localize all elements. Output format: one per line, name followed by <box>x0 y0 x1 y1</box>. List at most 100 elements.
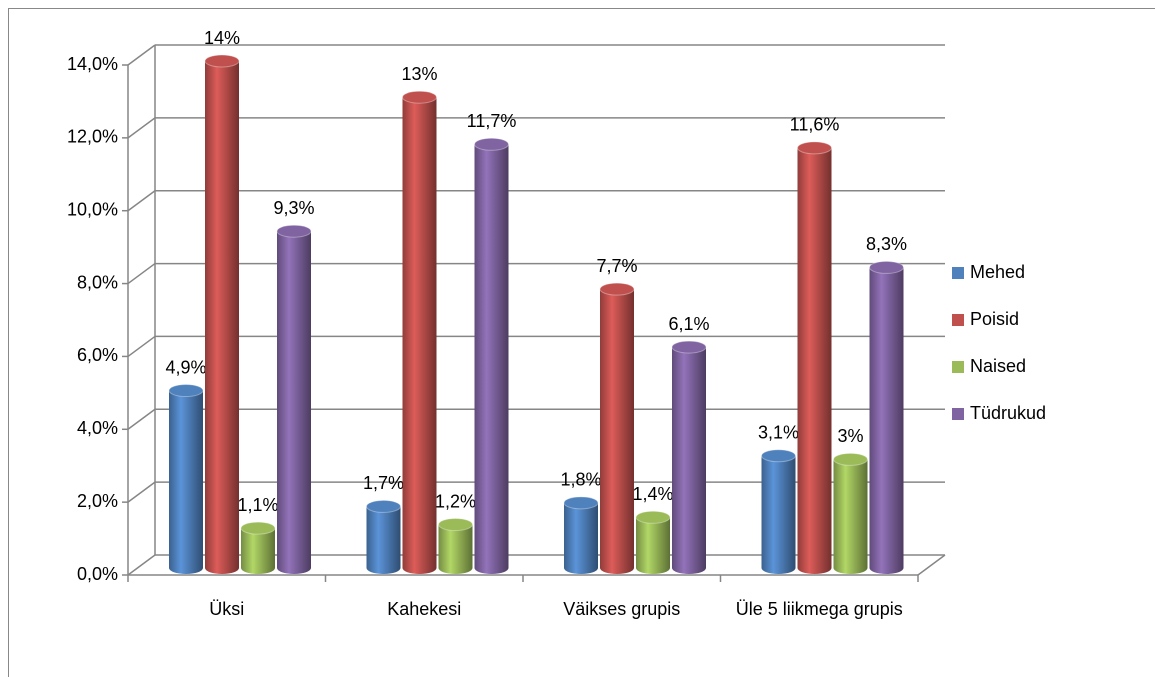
bar-bottom <box>438 562 473 574</box>
bar-top <box>599 282 635 296</box>
bar <box>761 449 796 574</box>
bar-top <box>204 54 240 68</box>
data-label: 11,6% <box>790 115 840 135</box>
bar-body <box>474 144 509 569</box>
bar-top <box>402 90 437 104</box>
y-tick-label: 8,0% <box>77 272 118 292</box>
bar-top <box>833 452 868 466</box>
bar-body <box>205 61 239 568</box>
data-label: 8,3% <box>866 234 907 254</box>
data-label: 11,7% <box>467 111 517 131</box>
bar-top <box>635 510 671 524</box>
bar-body <box>833 459 868 568</box>
bar-top <box>869 260 904 274</box>
bar <box>366 499 401 574</box>
bar-bottom <box>241 562 275 574</box>
y-tick-label: 12,0% <box>67 127 118 147</box>
bar-bottom <box>564 562 598 574</box>
x-tick-label: Väikses grupis <box>563 599 681 619</box>
legend-label: Tüdrukud <box>970 403 1046 423</box>
bar-top <box>761 449 796 463</box>
bar <box>438 518 473 574</box>
bar-top <box>474 137 509 151</box>
legend-label: Mehed <box>970 262 1025 282</box>
bar-top <box>671 340 707 354</box>
legend-swatch <box>952 361 964 373</box>
bar-body <box>169 390 203 568</box>
bar <box>563 496 599 574</box>
legend-swatch <box>952 408 964 420</box>
bar-top <box>168 384 204 398</box>
bar-top <box>797 141 832 155</box>
legend-label: Poisid <box>970 309 1019 329</box>
x-tick-label: Üle 5 liikmega grupis <box>735 599 903 619</box>
floor-side <box>917 554 946 576</box>
data-label: 9,3% <box>273 198 314 218</box>
bar-body <box>600 289 634 568</box>
data-label: 1,2% <box>435 491 476 511</box>
grid-diagonal <box>127 117 156 139</box>
bar-body <box>564 502 598 568</box>
bar-body <box>366 506 401 568</box>
y-tick-label: 10,0% <box>67 199 118 219</box>
bar-top <box>563 496 599 510</box>
bar-bottom <box>366 562 401 574</box>
bar-bottom <box>205 562 239 574</box>
data-label: 1,1% <box>237 495 278 515</box>
bar <box>671 340 707 574</box>
bar-top <box>276 224 312 238</box>
data-label: 3% <box>837 426 863 446</box>
bar-bottom <box>869 562 904 574</box>
x-tick-label: Üksi <box>209 599 245 619</box>
data-label: 6,1% <box>668 314 709 334</box>
bar <box>599 282 635 574</box>
y-tick-label: 14,0% <box>67 54 118 74</box>
y-tick-label: 2,0% <box>77 491 118 511</box>
bar-body <box>672 347 706 568</box>
data-label: 13% <box>401 64 437 84</box>
legend-label: Naised <box>970 356 1026 376</box>
data-label: 1,8% <box>560 470 601 490</box>
bar-top <box>438 518 473 532</box>
bar-bottom <box>797 562 832 574</box>
bar <box>869 260 904 574</box>
bar-body <box>402 97 437 568</box>
grid-diagonal <box>127 335 156 358</box>
grid-diagonal <box>127 554 156 576</box>
bar <box>797 141 832 574</box>
bar-bottom <box>277 562 311 574</box>
bar-bottom <box>402 562 437 574</box>
bar-top <box>366 499 401 513</box>
bar-body <box>241 528 275 568</box>
bar <box>474 137 509 574</box>
grid-diagonal <box>127 44 156 66</box>
data-label: 14% <box>204 28 240 48</box>
y-tick-label: 6,0% <box>77 345 118 365</box>
bar-body <box>277 231 311 568</box>
bar-body <box>438 524 473 568</box>
bar-bottom <box>636 562 670 574</box>
bar-bottom <box>833 562 868 574</box>
bar <box>833 452 868 574</box>
data-label: 3,1% <box>758 422 799 442</box>
bar <box>402 90 437 574</box>
bar <box>240 521 276 574</box>
bar-bottom <box>169 562 203 574</box>
grid-diagonal <box>127 262 156 285</box>
bar <box>635 510 671 574</box>
data-label: 1,4% <box>632 484 673 504</box>
bar-bottom <box>672 562 706 574</box>
bar <box>276 224 312 574</box>
grid-diagonal <box>127 408 156 430</box>
data-label: 4,9% <box>165 357 206 377</box>
bar <box>168 384 204 574</box>
bar-top <box>240 521 276 535</box>
chart-border <box>8 8 1155 677</box>
y-tick-label: 4,0% <box>77 418 118 438</box>
x-tick-label: Kahekesi <box>387 599 462 619</box>
bar-body <box>761 455 796 568</box>
bar-body <box>869 267 904 568</box>
bar-bottom <box>600 562 634 574</box>
